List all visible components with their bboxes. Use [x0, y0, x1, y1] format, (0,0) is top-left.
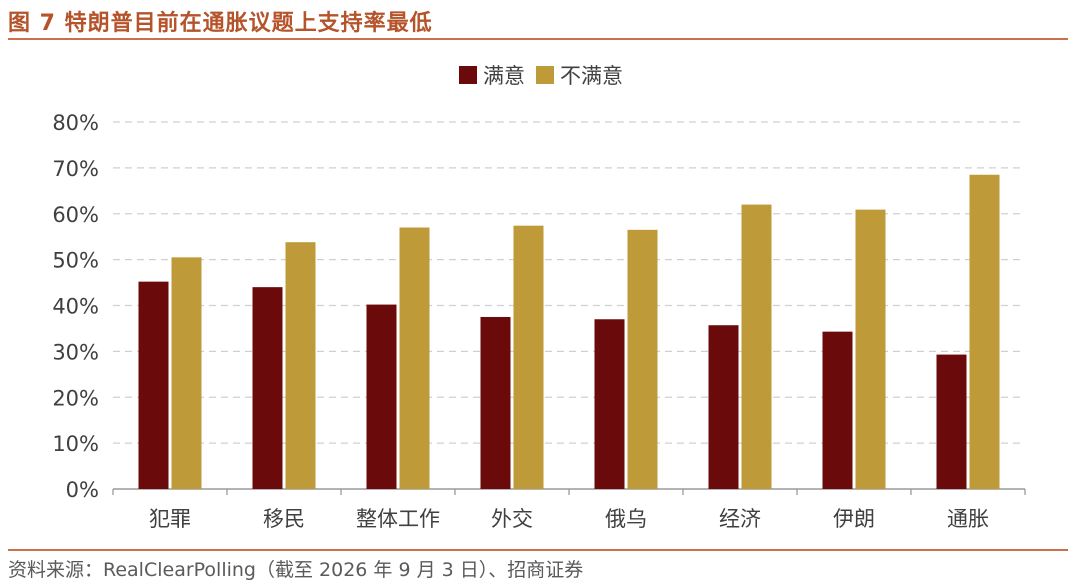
bar-dissatisfied: [741, 204, 772, 489]
bar-dissatisfied: [513, 225, 544, 490]
source-rule: [8, 549, 1068, 551]
y-tick-label: 80%: [52, 111, 99, 135]
bar-satisfied: [252, 287, 283, 489]
x-tick-label: 犯罪: [149, 507, 191, 531]
x-tick-label: 经济: [719, 507, 761, 531]
source-note: 资料来源：RealClearPolling（截至 2026 年 9 月 3 日）…: [8, 559, 584, 581]
bar-satisfied: [936, 354, 967, 489]
x-tick-label: 通胀: [947, 507, 989, 531]
x-tick-label: 伊朗: [833, 507, 875, 531]
bar-dissatisfied: [399, 227, 430, 489]
y-tick-label: 0%: [66, 478, 99, 502]
y-tick-label: 20%: [52, 386, 99, 410]
bar-dissatisfied: [171, 257, 202, 489]
bar-dissatisfied: [285, 242, 316, 489]
bar-satisfied: [822, 331, 853, 489]
y-tick-label: 10%: [52, 432, 99, 456]
x-tick-label: 外交: [491, 507, 533, 531]
legend-satisfied-swatch: [459, 66, 477, 84]
x-tick-label: 俄乌: [605, 507, 647, 531]
legend-satisfied-label: 满意: [483, 64, 525, 88]
bar-dissatisfied: [627, 229, 658, 489]
y-tick-label: 70%: [52, 157, 99, 181]
legend-dissatisfied-label: 不满意: [560, 64, 623, 88]
bar-satisfied: [594, 319, 625, 489]
y-tick-label: 40%: [52, 295, 99, 319]
title-rule: [8, 38, 1068, 40]
bar-satisfied: [708, 325, 739, 489]
legend-dissatisfied-swatch: [536, 66, 554, 84]
bar-satisfied: [138, 281, 169, 489]
bar-satisfied: [366, 304, 397, 489]
figure-title: 图 7 特朗普目前在通胀议题上支持率最低: [8, 11, 433, 36]
y-tick-label: 50%: [52, 249, 99, 273]
bar-dissatisfied: [969, 174, 1000, 489]
y-tick-label: 30%: [52, 340, 99, 364]
x-tick-label: 整体工作: [356, 507, 440, 531]
bar-satisfied: [480, 316, 511, 489]
y-tick-label: 60%: [52, 203, 99, 227]
x-tick-label: 移民: [263, 507, 305, 531]
bar-dissatisfied: [855, 209, 886, 489]
